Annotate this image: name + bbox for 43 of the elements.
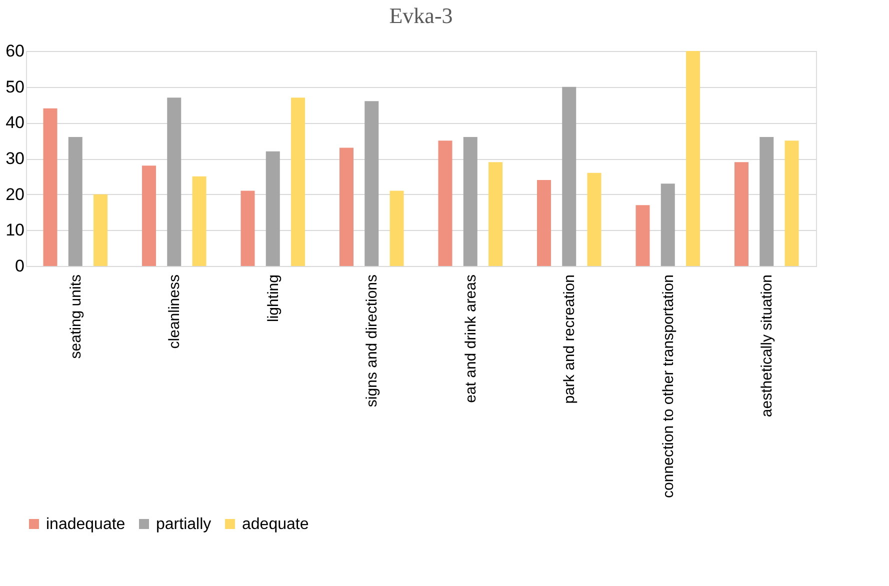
bar [734, 162, 748, 266]
bar [536, 180, 551, 266]
x-tick-label: lighting [264, 274, 282, 322]
bar [784, 140, 799, 266]
bar [463, 137, 478, 266]
chart-title: Evka-3 [389, 3, 453, 28]
bar [192, 176, 206, 266]
bar [291, 98, 306, 266]
y-tick-label: 30 [6, 149, 24, 168]
bar [760, 137, 774, 266]
bar [438, 140, 452, 266]
bar [68, 137, 82, 266]
bar [43, 108, 58, 266]
legend-label: adequate [242, 516, 309, 533]
legend-label: partially [156, 516, 212, 533]
y-tick-label: 60 [6, 42, 24, 60]
bar [390, 190, 404, 266]
y-tick-label: 50 [6, 77, 24, 96]
bar [94, 194, 108, 266]
y-tick-label: 0 [15, 256, 24, 276]
bar [142, 166, 156, 266]
bar [660, 184, 675, 266]
x-tick-label: connection to other transportation [660, 274, 677, 498]
y-tick-label: 10 [6, 220, 24, 240]
y-tick-label: 40 [6, 113, 24, 132]
bar [240, 190, 255, 266]
x-tick-label: cleanliness [166, 274, 184, 349]
bar [562, 86, 576, 266]
y-tick-label: 20 [6, 184, 24, 204]
bar [636, 205, 650, 266]
legend-label: inadequate [46, 516, 126, 533]
x-tick-label: eat and drink areas [462, 274, 480, 403]
bar [488, 162, 503, 266]
x-tick-label: seating units [67, 274, 84, 359]
bar [339, 148, 354, 266]
x-tick-label: aesthetically situation [758, 274, 776, 418]
bar [364, 101, 379, 266]
x-tick-label: park and recreation [561, 274, 578, 404]
bar [266, 151, 280, 266]
bar [167, 98, 182, 266]
x-tick-label: signs and directions [364, 274, 381, 408]
bar [686, 51, 700, 266]
bar [587, 172, 602, 266]
